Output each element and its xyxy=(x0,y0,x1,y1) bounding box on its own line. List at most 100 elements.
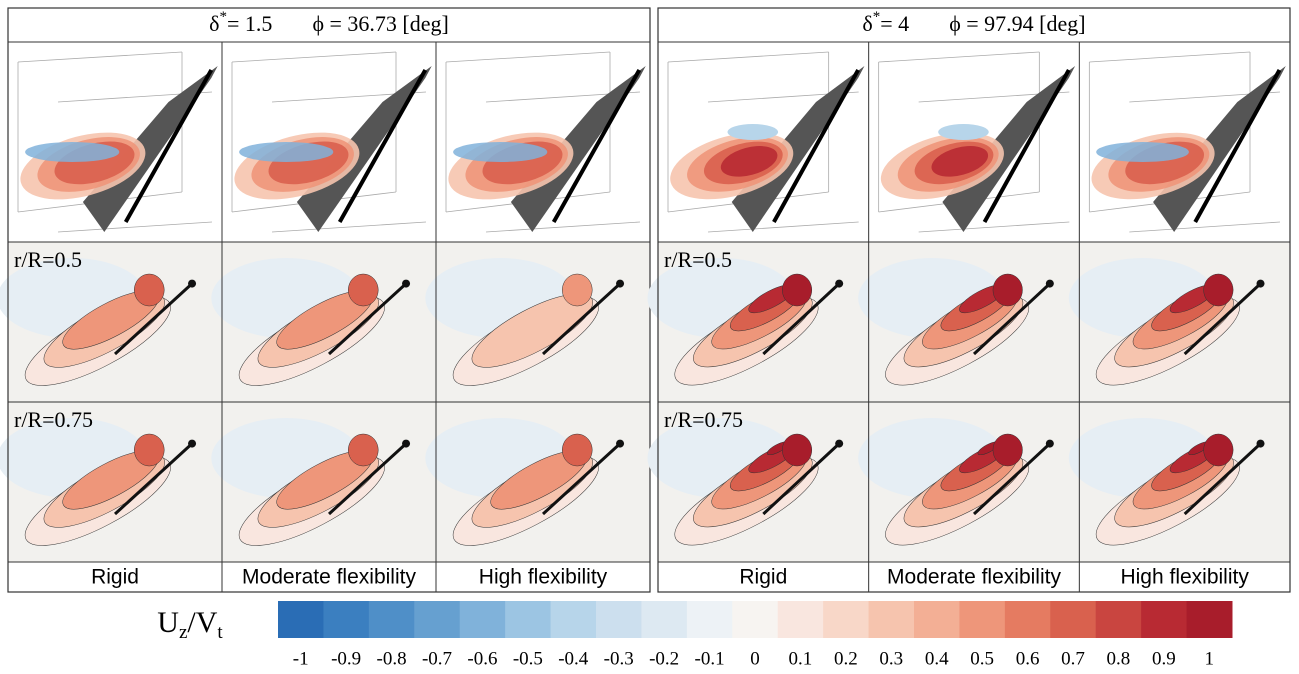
column-label: High flexibility xyxy=(1120,566,1249,589)
colorbar-swatch xyxy=(732,601,779,638)
colorbar-swatch xyxy=(323,601,370,638)
blade-surface xyxy=(731,66,865,232)
blade-surface xyxy=(942,66,1076,232)
box-edge xyxy=(1129,221,1281,233)
box-edge xyxy=(57,221,213,233)
contour xyxy=(348,433,379,467)
phi-value: ϕ = 97.94 [deg] xyxy=(949,11,1085,36)
iso-surface xyxy=(727,124,779,140)
colorbar-swatch xyxy=(823,601,870,638)
colorbar-swatch xyxy=(641,601,688,638)
blade-tip xyxy=(402,439,411,448)
label-subscript: t xyxy=(217,622,223,643)
colorbar-swatch xyxy=(686,601,733,638)
blade xyxy=(541,282,622,356)
blade xyxy=(541,442,622,516)
contour xyxy=(562,273,593,307)
blade-surface xyxy=(296,66,432,232)
blade-tip xyxy=(1045,439,1054,448)
blade xyxy=(113,442,194,516)
colorbar-swatch xyxy=(1050,601,1097,638)
colorbar-swatch xyxy=(1095,601,1142,638)
colorbar-tick-label: 0.9 xyxy=(1152,648,1176,669)
box-edge xyxy=(1089,51,1251,63)
blade-tip xyxy=(188,439,197,448)
colorbar-swatch xyxy=(914,601,960,638)
contour xyxy=(992,433,1023,467)
colorbar-swatch xyxy=(1186,601,1233,638)
colorbar-swatch xyxy=(368,601,415,638)
row-label: r/R=0.75 xyxy=(14,407,93,432)
colorbar-tick-label: 0.5 xyxy=(970,648,994,669)
colorbar-tick-label: 0.7 xyxy=(1061,648,1085,669)
blade-surface xyxy=(82,66,218,232)
colorbar-tick-label: 0.2 xyxy=(834,648,858,669)
label-subscript: z xyxy=(179,622,187,643)
colorbar-tick-label: 0.6 xyxy=(1016,648,1040,669)
contour xyxy=(992,273,1023,307)
blade-edge xyxy=(982,69,1071,223)
contour xyxy=(134,433,165,467)
blade-edge xyxy=(551,69,642,223)
iso-surface xyxy=(938,124,989,140)
panel: Rigid Moderate flexibility High flexibilit… xyxy=(647,7,1291,593)
iso-surface xyxy=(239,142,334,162)
blade-tip xyxy=(616,439,625,448)
blade xyxy=(972,442,1051,516)
column-label: Rigid xyxy=(91,566,139,589)
row-label: r/R=0.5 xyxy=(14,247,82,272)
colorbar-tick-label: 1 xyxy=(1205,648,1215,669)
colorbar-tick-label: 0 xyxy=(750,648,760,669)
blade-edge xyxy=(123,69,214,223)
colorbar-tick-label: -0.5 xyxy=(513,648,543,669)
box-edge xyxy=(485,221,641,233)
colorbar-swatch xyxy=(868,601,915,638)
blade-edge xyxy=(337,69,428,223)
iso-surface xyxy=(720,146,778,177)
colorbar-swatch xyxy=(278,601,324,638)
iso-surface xyxy=(1096,142,1189,162)
colorbar-swatch xyxy=(550,601,597,638)
colorbar-tick-label: -0.1 xyxy=(695,648,725,669)
blade xyxy=(113,282,194,356)
contour xyxy=(562,433,593,467)
box-edge xyxy=(17,51,183,63)
delta-value: = 1.5 xyxy=(227,11,272,36)
blade-tip xyxy=(835,439,844,448)
contour xyxy=(134,273,165,307)
delta-symbol: δ xyxy=(862,11,872,36)
blade xyxy=(1183,282,1262,356)
label-base: U xyxy=(157,606,179,639)
delta-superscript: * xyxy=(873,9,881,25)
blade-tip xyxy=(1045,279,1054,288)
colorbar-tick-label: -0.6 xyxy=(467,648,497,669)
box-edge xyxy=(878,51,1040,63)
colorbar: -1 -0.9 -0.8 -0.7 -0.6 -0.5 -0.4 -0.3 -0.2 -0.1 0 0… xyxy=(157,601,1233,669)
colorbar-tick-label: -0.9 xyxy=(331,648,361,669)
row-label: r/R=0.5 xyxy=(664,247,732,272)
blade-surface xyxy=(510,66,646,232)
colorbar-label: Uz/Vt xyxy=(157,606,223,643)
box-edge xyxy=(231,51,397,63)
colorbar-tick-label: 0.1 xyxy=(789,648,813,669)
colorbar-tick-label: 0.8 xyxy=(1107,648,1131,669)
blade-tip xyxy=(188,279,197,288)
label-base: /V xyxy=(187,606,217,639)
iso-surface xyxy=(453,142,548,162)
panel: Rigid Moderate flexibility High flexibilit… xyxy=(0,7,651,593)
iso-surface xyxy=(931,146,989,177)
blade xyxy=(972,282,1051,356)
colorbar-swatch xyxy=(777,601,824,638)
box-edge xyxy=(918,221,1070,233)
box-edge xyxy=(707,221,859,233)
colorbar-tick-label: -0.3 xyxy=(604,648,634,669)
delta-symbol: δ xyxy=(209,11,219,36)
colorbar-tick-label: 0.4 xyxy=(925,648,949,669)
blade xyxy=(327,442,408,516)
blade-surface xyxy=(1153,66,1286,232)
box-edge xyxy=(271,221,427,233)
panel-frame xyxy=(657,7,1291,593)
contour xyxy=(471,293,593,368)
column-label: Moderate flexibility xyxy=(887,566,1061,589)
blade xyxy=(762,282,841,356)
